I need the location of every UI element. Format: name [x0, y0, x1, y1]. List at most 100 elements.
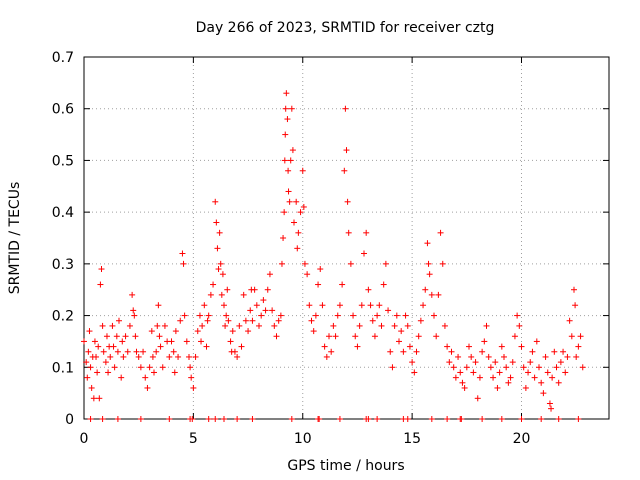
- data-point: [546, 400, 553, 407]
- data-point: [450, 364, 457, 371]
- data-point: [356, 322, 363, 329]
- data-point: [339, 281, 346, 288]
- data-point: [538, 416, 545, 422]
- data-point: [100, 348, 107, 355]
- data-point: [433, 333, 440, 340]
- data-point: [328, 348, 335, 355]
- data-point: [142, 374, 149, 381]
- data-point: [426, 271, 433, 278]
- data-point: [466, 343, 472, 350]
- data-point: [151, 369, 157, 376]
- data-point: [409, 359, 416, 366]
- data-point: [533, 338, 540, 345]
- data-point: [186, 353, 192, 360]
- data-point: [444, 343, 451, 350]
- data-point: [277, 312, 284, 319]
- data-point: [285, 167, 292, 174]
- data-point: [234, 353, 241, 360]
- data-point: [116, 317, 122, 324]
- data-point: [560, 348, 567, 355]
- data-point: [286, 198, 293, 205]
- data-point: [129, 291, 136, 298]
- data-point: [84, 374, 91, 381]
- data-point: [260, 297, 267, 304]
- data-point: [382, 260, 389, 267]
- data-point: [452, 374, 459, 381]
- data-point: [575, 416, 582, 422]
- data-point: [555, 416, 562, 422]
- data-point: [317, 266, 324, 273]
- data-point: [472, 359, 479, 366]
- data-point: [172, 328, 179, 335]
- data-point: [511, 333, 518, 340]
- data-point: [109, 322, 116, 329]
- data-point: [249, 317, 256, 324]
- data-point: [207, 291, 214, 298]
- data-point: [562, 369, 569, 376]
- data-point: [183, 338, 190, 345]
- data-point: [498, 343, 505, 350]
- data-point: [212, 416, 219, 422]
- data-point: [137, 416, 144, 422]
- data-point: [99, 322, 106, 329]
- data-point: [135, 353, 142, 360]
- data-point: [91, 338, 98, 345]
- data-point: [218, 291, 225, 298]
- data-point: [234, 416, 241, 422]
- data-point: [498, 416, 505, 422]
- data-point: [166, 416, 173, 422]
- data-point: [189, 416, 196, 422]
- data-point: [308, 317, 315, 324]
- data-point: [132, 333, 139, 340]
- data-point: [247, 307, 254, 314]
- data-point: [378, 322, 385, 329]
- data-point: [199, 322, 206, 329]
- data-point: [476, 374, 483, 381]
- data-point: [275, 317, 282, 324]
- data-point: [336, 416, 343, 422]
- y-tick-label: 0.1: [52, 360, 74, 376]
- data-point: [120, 353, 127, 360]
- data-point: [557, 359, 564, 366]
- data-point: [171, 369, 178, 376]
- data-point: [531, 374, 538, 381]
- data-point: [214, 245, 221, 252]
- data-point: [262, 307, 269, 314]
- y-tick-label: 0.5: [52, 153, 74, 169]
- data-point: [439, 260, 446, 267]
- data-point: [110, 343, 117, 350]
- data-point: [404, 416, 411, 422]
- data-point: [422, 286, 429, 293]
- data-point: [551, 348, 558, 355]
- data-point: [319, 302, 326, 309]
- data-point: [278, 260, 285, 267]
- data-point: [161, 322, 168, 329]
- data-point: [294, 245, 301, 252]
- data-point: [149, 353, 156, 360]
- data-point: [221, 302, 227, 309]
- data-point: [352, 333, 359, 340]
- data-point: [217, 260, 224, 267]
- x-tick-label: 10: [294, 431, 312, 447]
- data-point: [342, 105, 349, 112]
- data-point: [111, 364, 118, 371]
- data-point: [227, 338, 234, 345]
- data-point: [505, 379, 512, 386]
- data-point: [187, 364, 194, 371]
- data-point: [87, 364, 94, 371]
- data-point: [385, 307, 392, 314]
- data-point: [457, 369, 464, 376]
- data-point: [345, 229, 352, 236]
- data-point: [83, 359, 90, 366]
- data-point: [266, 271, 273, 278]
- data-point: [107, 353, 114, 360]
- data-point: [198, 338, 205, 345]
- data-point: [201, 302, 208, 309]
- data-point: [344, 198, 351, 205]
- data-point: [223, 312, 230, 319]
- data-point: [114, 416, 121, 422]
- data-point: [326, 333, 332, 340]
- data-point: [312, 312, 319, 319]
- y-axis-label: SRMTID / TECUs: [7, 182, 23, 295]
- data-point: [188, 374, 195, 381]
